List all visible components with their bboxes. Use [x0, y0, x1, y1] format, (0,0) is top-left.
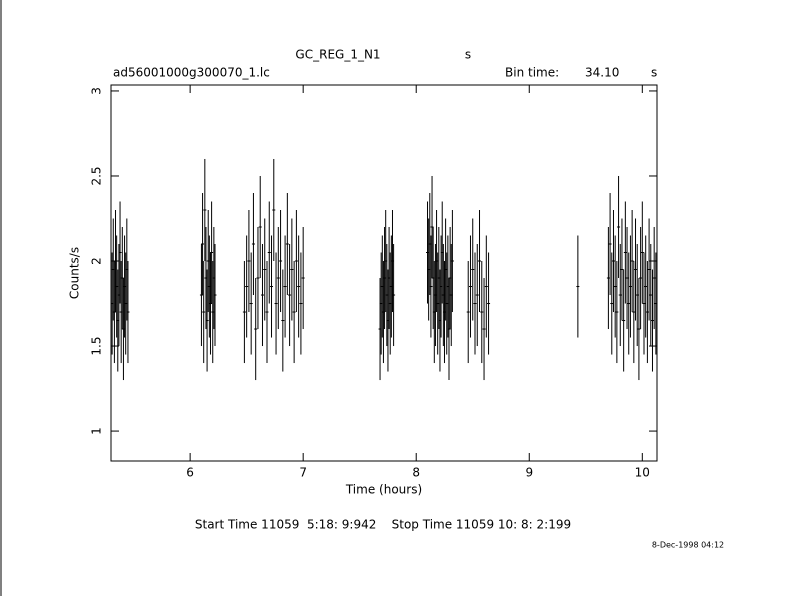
x-axis-label: Time (hours)	[345, 483, 422, 497]
y-axis-label: Counts/s	[68, 247, 82, 299]
chart-title: GC_REG_1_N1	[295, 48, 380, 62]
bin-time-unit: s	[651, 66, 657, 80]
bin-time: 34.10	[585, 66, 619, 80]
y-tick-label: 3	[90, 87, 104, 95]
bin-time-label: Bin time:	[505, 66, 559, 80]
title-unit: s	[465, 48, 471, 62]
file-name: ad56001000g300070_1.lc	[113, 66, 270, 80]
x-tick-label: 9	[525, 466, 533, 480]
y-tick-label: 2	[90, 257, 104, 265]
timestamp: 8-Dec-1998 04:12	[652, 541, 724, 550]
time-range: Start Time 11059 5:18: 9:942 Stop Time 1…	[195, 518, 571, 532]
x-tick-label: 8	[412, 466, 420, 480]
y-tick-label: 1.5	[90, 336, 104, 355]
plot-frame	[110, 84, 658, 462]
x-tick-label: 10	[635, 466, 650, 480]
y-tick-label: 2.5	[90, 166, 104, 185]
y-tick-label: 1	[90, 427, 104, 435]
x-tick-label: 7	[299, 466, 307, 480]
x-tick-label: 6	[186, 466, 194, 480]
